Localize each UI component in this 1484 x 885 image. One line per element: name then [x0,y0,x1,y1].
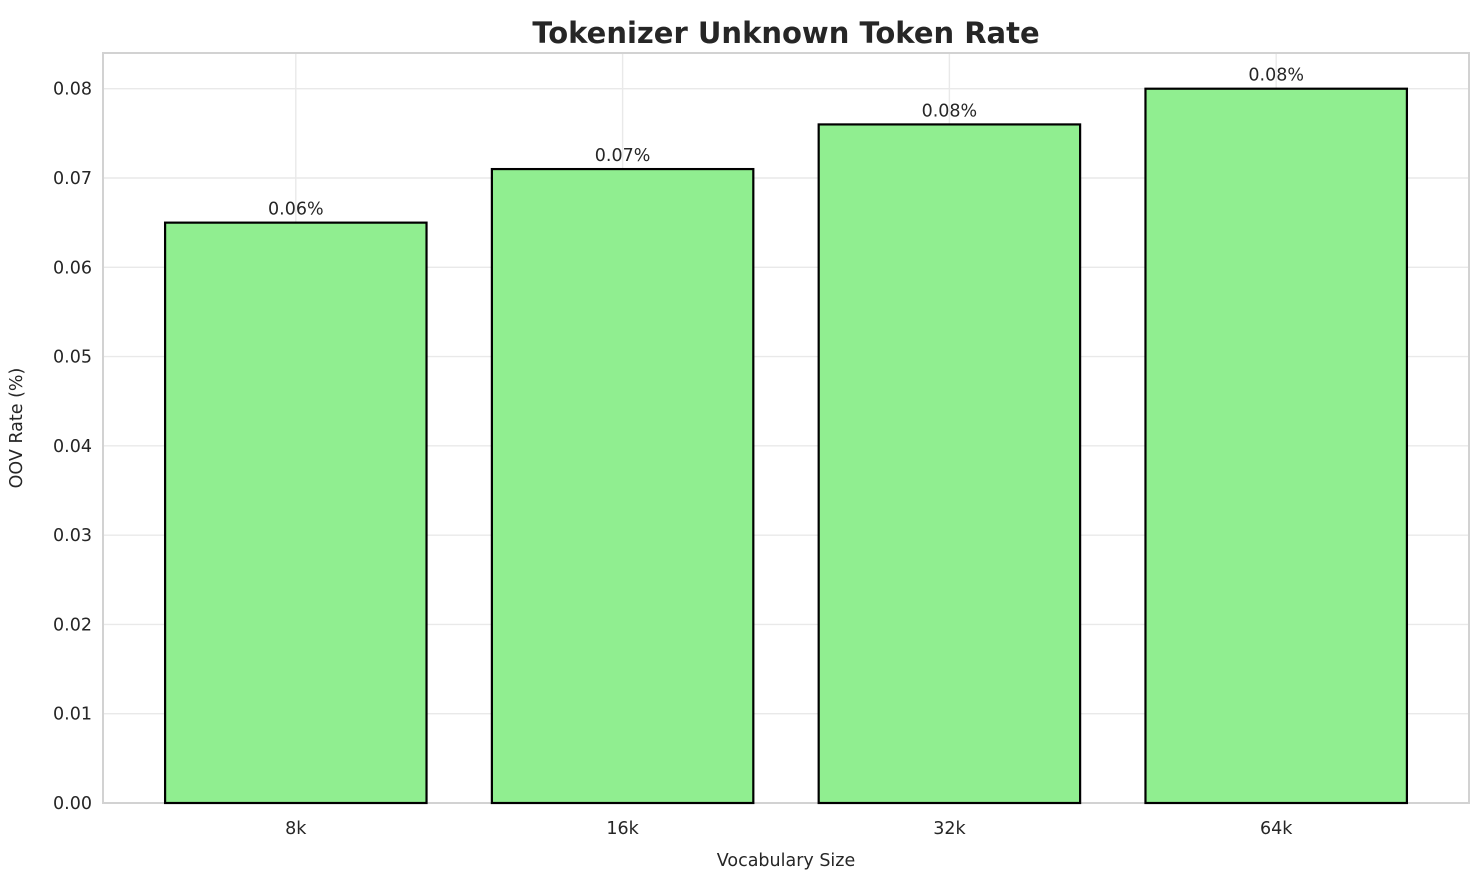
bar-value-label: 0.07% [595,146,651,166]
bar [1144,87,1409,805]
x-tick-label: 64k [1260,819,1293,839]
x-tick-label: 16k [606,819,639,839]
x-tick-label: 8k [285,819,307,839]
y-tick-label: 0.04 [53,437,92,457]
y-tick-label: 0.05 [53,348,92,368]
bar-value-label: 0.06% [268,200,324,220]
bar-value-label: 0.08% [922,101,978,121]
y-tick-label: 0.07 [53,169,92,189]
bar [490,167,755,805]
bars-layer [163,87,1409,805]
y-tick-label: 0.06 [53,258,92,278]
chart-title: Tokenizer Unknown Token Rate [532,16,1039,50]
y-axis-label: OOV Rate (%) [7,368,27,489]
y-tick-label: 0.08 [53,80,92,100]
y-tick-label: 0.00 [53,794,92,814]
y-tick-label: 0.02 [53,615,92,635]
labels-layer: 0.00 0.01 0.02 0.03 0.04 0.05 0.06 0.07 0.08 0.06… [53,66,1304,839]
plot-border [102,52,1470,804]
bar-value-label: 0.08% [1248,66,1304,86]
bar [163,221,428,805]
y-tick-label: 0.03 [53,526,92,546]
x-tick-label: 32k [933,819,966,839]
y-tick-label: 0.01 [53,705,92,725]
bar [817,123,1082,805]
x-axis-label: Vocabulary Size [717,851,856,871]
